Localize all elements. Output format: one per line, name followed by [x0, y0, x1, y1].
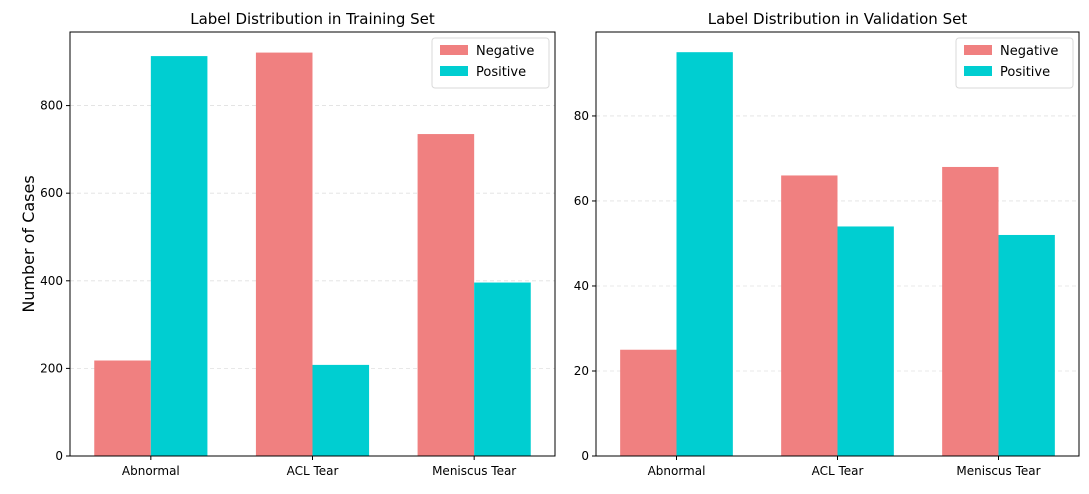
train-ytick-label: 200	[40, 361, 63, 375]
val-xtick-label: ACL Tear	[812, 464, 864, 478]
train-xtick-label: Abnormal	[122, 464, 180, 478]
val-ytick-label: 40	[574, 279, 589, 293]
train-bar-positive	[312, 364, 370, 456]
train-bar-negative	[255, 52, 313, 456]
train-bar-negative	[417, 134, 475, 456]
val-bar-negative	[781, 175, 838, 456]
val-bar-negative	[620, 349, 677, 456]
val-bar-positive	[837, 226, 894, 456]
train-ytick-label: 800	[40, 99, 63, 113]
val-ytick-label: 80	[574, 109, 589, 123]
val-legend-swatch-positive	[964, 66, 992, 76]
train-xtick-label: ACL Tear	[287, 464, 339, 478]
train-bar-negative	[94, 360, 151, 456]
val-xtick-label: Abnormal	[648, 464, 706, 478]
val-chart-title: Label Distribution in Validation Set	[708, 10, 968, 28]
val-legend-swatch-negative	[964, 45, 992, 55]
val-legend: Negative Positive	[955, 37, 1074, 89]
val-bar-positive	[676, 52, 733, 456]
train-bar-positive	[150, 56, 208, 456]
val-xtick-label: Meniscus Tear	[956, 464, 1040, 478]
train-ytick-label: 0	[55, 449, 63, 463]
y-axis-label: Number of Cases	[19, 175, 38, 312]
train-xtick-label: Meniscus Tear	[432, 464, 516, 478]
val-ytick-label: 20	[574, 364, 589, 378]
val-subplot: 0 20 40 60 80 Abnormal ACL Tear Meniscus Tear La…	[574, 10, 1080, 478]
val-legend-label-negative: Negative	[1000, 44, 1058, 59]
train-legend: Negative Positive	[431, 37, 550, 89]
train-subplot: 0 200 400 600 800 Abnormal ACL Tear Meniscus Te…	[40, 10, 556, 478]
train-chart-title: Label Distribution in Training Set	[190, 10, 435, 28]
train-legend-label-positive: Positive	[476, 65, 526, 80]
val-ytick-label: 0	[581, 449, 589, 463]
val-bar-negative	[942, 166, 999, 456]
train-bar-positive	[474, 282, 531, 456]
val-legend-label-positive: Positive	[1000, 65, 1050, 80]
train-legend-label-negative: Negative	[476, 44, 534, 59]
train-ytick-label: 400	[40, 274, 63, 288]
train-legend-swatch-positive	[440, 66, 468, 76]
train-ytick-label: 600	[40, 186, 63, 200]
val-bar-positive	[998, 234, 1055, 456]
val-ytick-label: 60	[574, 194, 589, 208]
train-legend-swatch-negative	[440, 45, 468, 55]
